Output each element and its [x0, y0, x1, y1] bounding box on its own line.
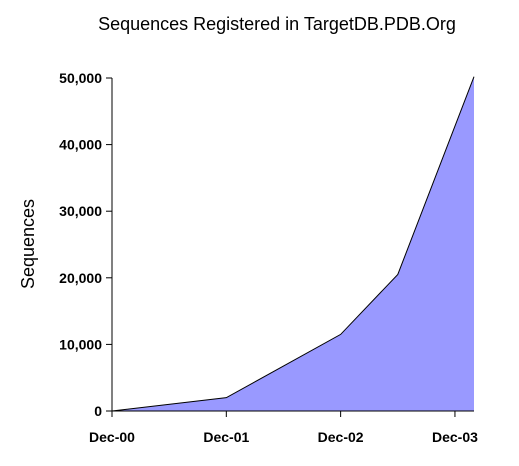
y-tick-label: 30,000 [59, 203, 102, 219]
data-point-0-1 [226, 397, 227, 398]
y-tick-label: 50,000 [59, 70, 102, 86]
plot-area: 0 10,000 20,000 30,000 40,000 50,000 Dec-00 Dec… [59, 70, 478, 445]
x-tick-label: Dec-03 [432, 429, 478, 445]
data-point-0-4 [474, 76, 475, 77]
y-tick-label: 20,000 [59, 270, 102, 286]
y-tick-label: 10,000 [59, 336, 102, 352]
x-tick-label: Dec-01 [203, 429, 249, 445]
area-line-series-0 [111, 76, 475, 412]
y-tick-label: 40,000 [59, 137, 102, 153]
area-fill-series-0 [112, 76, 474, 411]
data-point-0-2 [340, 334, 341, 335]
chart-title: Sequences Registered in TargetDB.PDB.Org [98, 14, 456, 34]
data-point-0-3 [397, 274, 398, 275]
x-tick-label: Dec-02 [318, 429, 364, 445]
y-tick-label: 0 [94, 403, 102, 419]
x-tick-label: Dec-00 [89, 429, 135, 445]
y-axis-title: Sequences [18, 199, 38, 289]
